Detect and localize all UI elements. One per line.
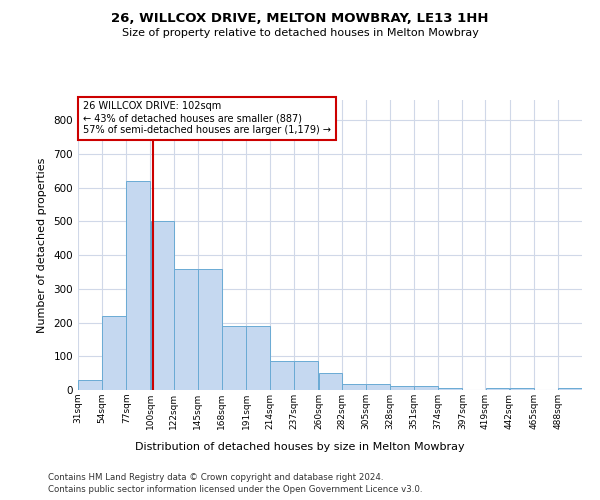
Bar — [246, 326, 270, 390]
Bar — [366, 384, 389, 390]
Bar — [390, 386, 414, 390]
Bar — [295, 362, 318, 390]
Bar — [151, 222, 175, 390]
Bar — [198, 268, 221, 390]
Bar — [485, 388, 509, 390]
Bar — [174, 268, 197, 390]
Bar — [78, 380, 102, 390]
Text: 26, WILLCOX DRIVE, MELTON MOWBRAY, LE13 1HH: 26, WILLCOX DRIVE, MELTON MOWBRAY, LE13 … — [111, 12, 489, 26]
Bar — [439, 388, 462, 390]
Text: 26 WILLCOX DRIVE: 102sqm
← 43% of detached houses are smaller (887)
57% of semi-: 26 WILLCOX DRIVE: 102sqm ← 43% of detach… — [83, 102, 331, 134]
Bar — [127, 181, 150, 390]
Bar — [510, 388, 533, 390]
Bar — [319, 373, 343, 390]
Text: Size of property relative to detached houses in Melton Mowbray: Size of property relative to detached ho… — [122, 28, 478, 38]
Y-axis label: Number of detached properties: Number of detached properties — [37, 158, 47, 332]
Bar — [271, 362, 294, 390]
Bar — [222, 326, 246, 390]
Bar — [103, 316, 126, 390]
Text: Contains HM Land Registry data © Crown copyright and database right 2024.: Contains HM Land Registry data © Crown c… — [48, 472, 383, 482]
Bar — [558, 388, 582, 390]
Bar — [342, 384, 365, 390]
Text: Contains public sector information licensed under the Open Government Licence v3: Contains public sector information licen… — [48, 485, 422, 494]
Bar — [414, 386, 438, 390]
Text: Distribution of detached houses by size in Melton Mowbray: Distribution of detached houses by size … — [135, 442, 465, 452]
